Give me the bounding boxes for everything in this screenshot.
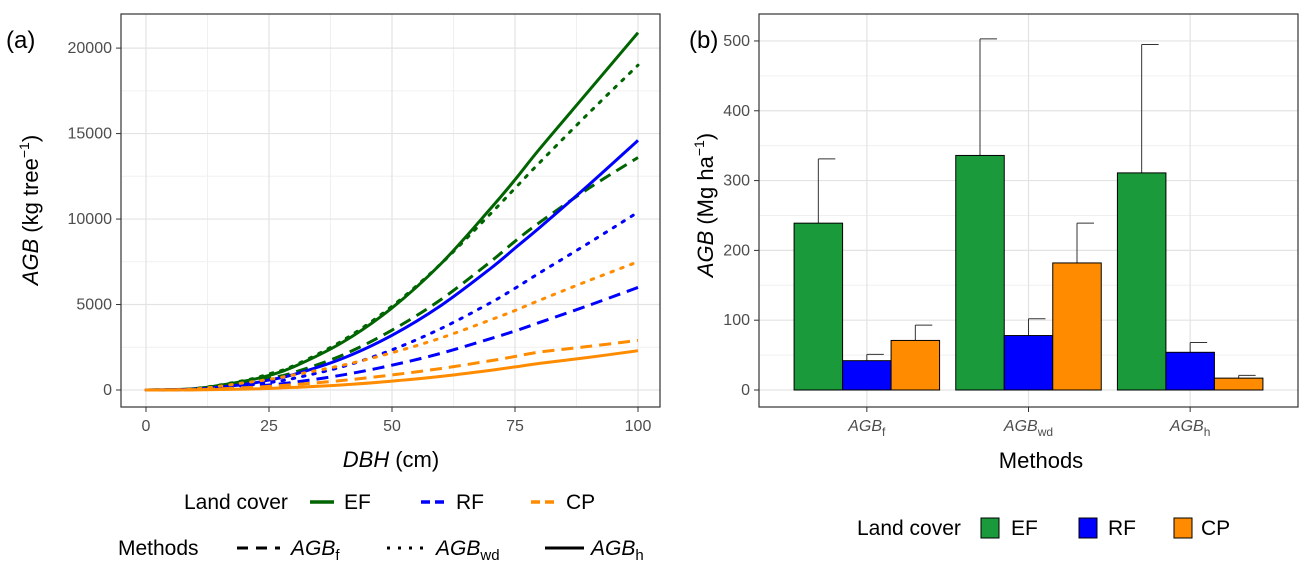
panel-a-label: (a)	[6, 27, 35, 54]
x-tick-label: 75	[506, 418, 524, 435]
y-tick-label: 200	[723, 242, 750, 259]
bar-ef	[793, 222, 844, 391]
y-tick-label: 400	[723, 103, 750, 120]
legend-b-label-cp: CP	[1201, 517, 1230, 540]
panel-b-label: (b)	[689, 27, 718, 54]
plot-b-border	[758, 13, 1299, 408]
line-cp-h	[145, 349, 639, 392]
legend-b-key-cp	[1173, 517, 1193, 539]
plot-b-ticks: 0 100 200 300 400 500 AGBf AGBwd AGBh	[723, 33, 1210, 439]
legend-a-methods: Methods AGBf AGBwd AGBh	[118, 537, 644, 563]
plot-b-grid	[759, 14, 1298, 407]
y-axis-title-b: AGB(Mg ha−1)	[691, 133, 718, 279]
legend-a-land-cover: Land cover EF RF CP	[184, 491, 595, 514]
bar-ef	[1116, 172, 1167, 391]
legend-a-land-cover-title: Land cover	[184, 491, 288, 514]
y-tick-label: 10000	[68, 211, 113, 228]
y-tick-label: 100	[723, 312, 750, 329]
line-ef-wd	[144, 63, 640, 392]
legend-b: Land cover EF RF CP	[857, 517, 1230, 540]
legend-b-label-rf: RF	[1108, 517, 1136, 540]
legend-b-key-ef	[980, 517, 1000, 539]
legend-a-label-ef: EF	[344, 491, 371, 514]
x-tick-label: AGBf	[847, 418, 886, 439]
bar-cp	[1052, 262, 1102, 391]
plot-a-background	[120, 13, 661, 408]
legend-b-label-ef: EF	[1011, 517, 1038, 540]
bar-cp	[890, 339, 941, 391]
bar-ef	[955, 154, 1005, 391]
legend-a-methods-title: Methods	[118, 537, 199, 560]
x-tick-label: 0	[142, 418, 151, 435]
legend-a-label-rf: RF	[456, 491, 484, 514]
y-tick-label: 300	[723, 173, 750, 190]
panel-b: 0 100 200 300 400 500 AGBf AGBwd AGBh (b) Method…	[689, 13, 1299, 540]
legend-a-label-f: AGBf	[289, 537, 340, 563]
y-tick-label: 15000	[68, 126, 113, 143]
x-tick-label: 100	[625, 418, 652, 435]
line-rf-h	[145, 139, 640, 392]
plot-a-ticks: 0 25 50 75 100 0 5000 10000 15000 20000	[68, 40, 652, 435]
plot-a-lines	[144, 31, 640, 392]
plot-b-bars	[793, 38, 1264, 391]
plot-a-grid	[121, 14, 660, 407]
line-ef-h	[145, 31, 640, 392]
legend-a-label-wd: AGBwd	[434, 537, 500, 563]
x-tick-label: 25	[260, 418, 278, 435]
bar-rf	[842, 360, 892, 391]
panel-a: 0 25 50 75 100 0 5000 10000 15000 20000 (a) DBH (c…	[6, 13, 661, 563]
line-rf-wd	[144, 210, 640, 392]
bar-rf	[1003, 335, 1054, 391]
y-tick-label: 20000	[68, 40, 113, 57]
y-axis-title-a: AGB(kg tree−1)	[16, 135, 43, 287]
x-tick-label: AGBwd	[1003, 418, 1053, 439]
x-axis-title-b: Methods	[999, 448, 1083, 473]
bar-rf	[1165, 351, 1215, 391]
legend-b-title: Land cover	[857, 517, 961, 540]
y-tick-label: 500	[723, 33, 750, 50]
y-tick-label: 0	[103, 382, 112, 399]
x-axis-title-a: DBH (cm)	[343, 447, 439, 472]
x-tick-label: 50	[383, 418, 401, 435]
legend-b-key-rf	[1078, 517, 1098, 539]
y-tick-label: 5000	[76, 297, 112, 314]
bar-cp	[1213, 377, 1264, 391]
x-tick-label: AGBh	[1169, 418, 1210, 439]
plot-a-border	[120, 13, 661, 408]
legend-a-label-cp: CP	[566, 491, 595, 514]
y-tick-label: 0	[741, 382, 750, 399]
legend-a-label-h: AGBh	[589, 537, 644, 563]
